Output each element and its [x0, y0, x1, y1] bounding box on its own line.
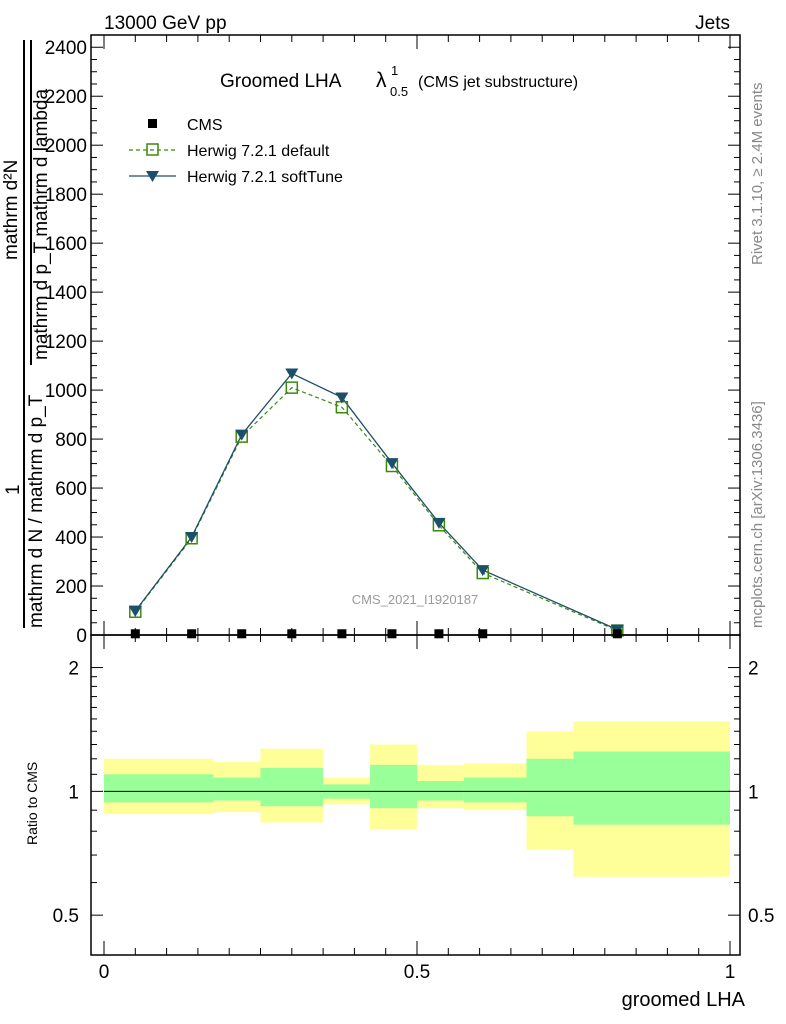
y-tick-label: 600: [55, 479, 87, 500]
ylabel-den: mathrm d p_T mathrm d lambda: [31, 89, 52, 360]
y-tick-label: 2400: [45, 38, 87, 59]
ratio-tick-label: 1: [68, 782, 79, 803]
ylabel-prefix: 1: [3, 484, 24, 495]
x-axis-label: groomed LHA: [622, 989, 746, 1011]
point-cms: [337, 629, 347, 639]
y-tick-label: 800: [55, 430, 87, 451]
ratio-tick-label-right: 0.5: [748, 906, 774, 927]
y-axis-label: mathrm d²N mathrm d p_T mathrm d lambda …: [1, 40, 52, 628]
point-softtune: [432, 517, 446, 529]
point-cms: [130, 629, 140, 639]
point-cms: [612, 629, 622, 639]
y-tick-label: 400: [55, 528, 87, 549]
ratio-tick-label-right: 1: [748, 782, 759, 803]
ratio-band-inner: [213, 777, 261, 801]
ratio-band-inner: [526, 758, 574, 817]
point-cms: [478, 629, 488, 639]
y-tick-label: 1000: [45, 381, 87, 402]
ratio-band-inner: [104, 774, 214, 803]
title-main: Groomed LHA: [220, 71, 342, 92]
ratio-band-inner: [463, 777, 527, 803]
y-tick-label: 2200: [45, 87, 87, 108]
point-softtune: [235, 429, 249, 441]
ratio-tick-label: 2: [68, 659, 79, 680]
title-sub: 0.5: [390, 84, 408, 99]
point-softtune: [476, 565, 490, 577]
analysis-label: CMS_2021_I1920187: [352, 592, 479, 607]
ylabel-num: mathrm d²N: [1, 160, 22, 260]
series-line-default: [134, 386, 618, 632]
header-left: 13000 GeV pp: [104, 13, 227, 34]
y-tick-label: 200: [55, 577, 87, 598]
x-tick-label: 0: [99, 962, 110, 983]
ratio-band-inner: [573, 751, 730, 825]
y-tick-label: 2000: [45, 136, 87, 157]
x-tick-label: 1: [725, 962, 736, 983]
title-lambda: λ: [376, 69, 387, 92]
main-y-ticks: 0 200 400 600 800 1000 1200 1400 1600 1800 2000 220…: [45, 38, 740, 647]
title-note: (CMS jet substructure): [418, 74, 578, 91]
point-default: [285, 381, 299, 394]
ratio-tick-label: 0.5: [53, 906, 79, 927]
y-tick-label: 0: [76, 626, 87, 647]
point-cms: [287, 629, 297, 639]
ratio-plot-frame: [90, 634, 741, 956]
point-softtune: [128, 606, 142, 617]
ratio-ylabel: Ratio to CMS: [24, 762, 40, 845]
ratio-y-ticks: 0.5 0.5 1 1 2 2: [53, 659, 775, 928]
header-right: Jets: [695, 13, 730, 34]
point-softtune: [335, 392, 349, 404]
ratio-bands: [104, 721, 730, 877]
ratio-band-inner: [260, 767, 324, 807]
series-layer: [128, 368, 624, 639]
y-tick-label: 1800: [45, 185, 87, 206]
legend: CMS Herwig 7.2.1 default Herwig 7.2.1 so…: [129, 117, 343, 186]
chart-title: Groomed LHA λ 1 0.5 (CMS jet substructur…: [220, 63, 578, 99]
y-tick-label: 1400: [45, 283, 87, 304]
point-cms: [434, 629, 444, 639]
legend-label-default: Herwig 7.2.1 default: [187, 143, 330, 160]
mcplots-label: mcplots.cern.ch [arXiv:1306.3436]: [749, 401, 766, 628]
legend-marker-default: [146, 143, 159, 156]
x-tick-label: 0.5: [404, 962, 430, 983]
legend-marker-softtune: [146, 171, 159, 182]
point-cms: [237, 629, 247, 639]
ratio-tick-label-right: 2: [748, 659, 759, 680]
ratio-x-ticks: 0 0.5 1: [99, 635, 736, 983]
ratio-band-inner: [417, 780, 464, 801]
point-softtune: [185, 532, 199, 544]
point-cms: [387, 629, 397, 639]
y-tick-label: 1200: [45, 332, 87, 353]
legend-marker-cms: [148, 119, 157, 128]
legend-label-softtune: Herwig 7.2.1 softTune: [187, 169, 343, 186]
y-tick-label: 1600: [45, 234, 87, 255]
ylabel-prefix-den: mathrm d N / mathrm d p_T: [26, 394, 47, 628]
rivet-label: Rivet 3.1.10, ≥ 2.4M events: [749, 83, 766, 266]
point-softtune: [285, 368, 299, 380]
legend-label-cms: CMS: [187, 117, 223, 134]
point-softtune: [385, 458, 399, 470]
title-sup: 1: [391, 63, 398, 78]
ratio-band-inner: [370, 764, 417, 809]
point-cms: [187, 629, 197, 639]
